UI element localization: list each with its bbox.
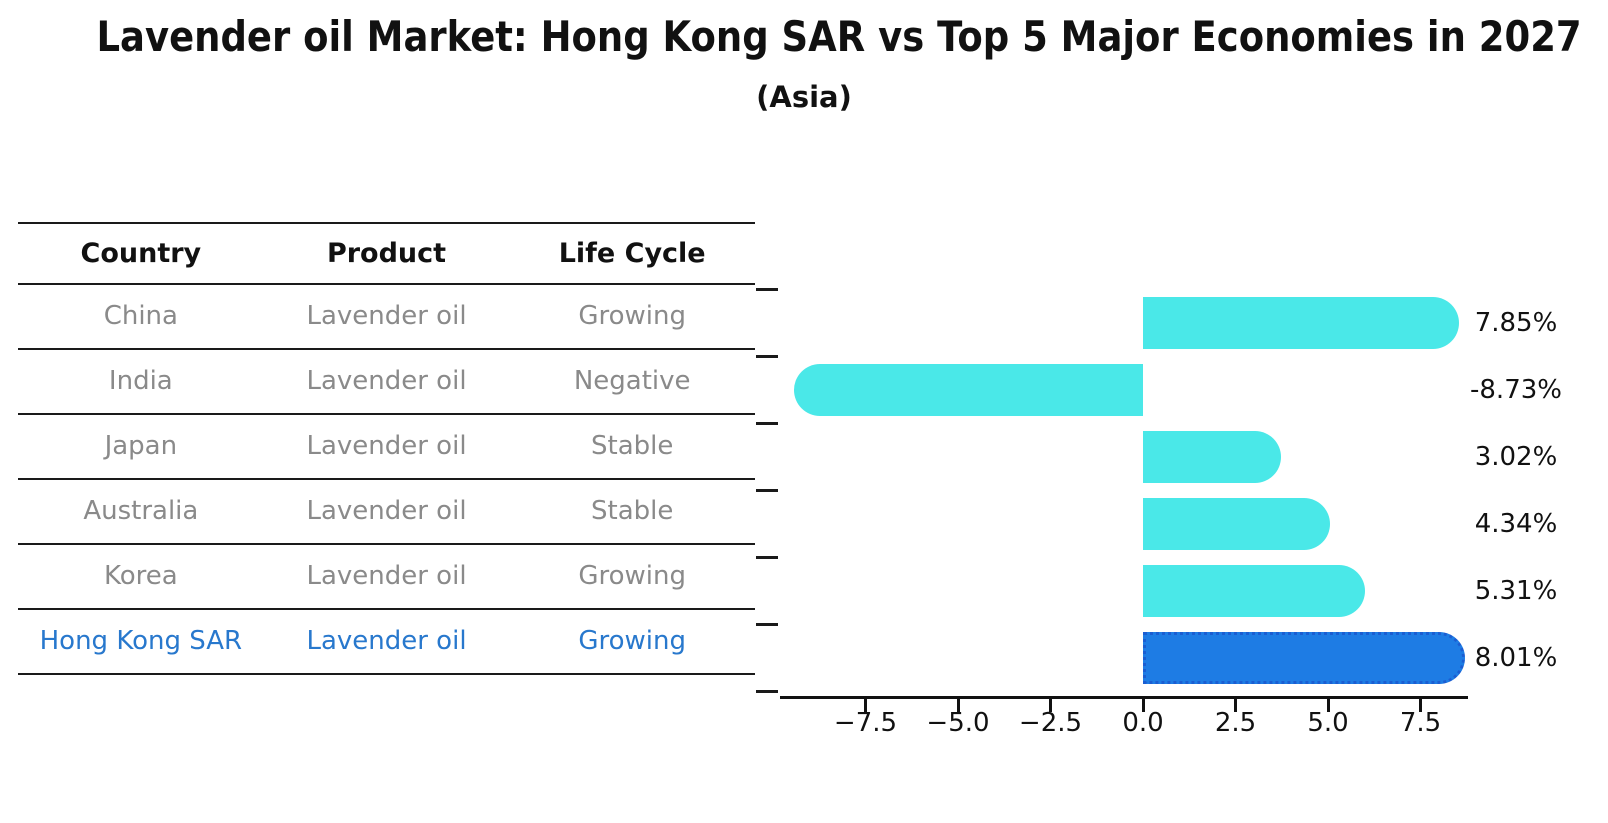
product-cell: Lavender oil (306, 561, 467, 591)
bar-value-label: 4.34% (1474, 509, 1558, 539)
y-axis-tick (756, 355, 778, 358)
product-cell: Lavender oil (306, 496, 467, 526)
product-cell: Lavender oil (306, 366, 467, 396)
life-cycle-cell: Stable (591, 431, 674, 461)
bar-india (793, 364, 1143, 416)
bar-value-label: 5.31% (1474, 576, 1558, 606)
bar-value-label: 7.85% (1474, 308, 1558, 338)
bar-korea (1143, 565, 1366, 617)
x-axis-tick (956, 699, 960, 712)
x-axis-tick (1326, 699, 1330, 712)
page-subtitle: (Asia) (756, 80, 852, 114)
bar-value-label: -8.73% (1470, 375, 1562, 405)
x-axis-tick (1049, 699, 1052, 712)
column-header-product: Product (326, 238, 447, 269)
bar-australia (1143, 498, 1330, 550)
product-cell: Lavender oil (306, 301, 467, 331)
life-cycle-cell: Growing (578, 301, 686, 331)
x-axis-tick (1234, 699, 1237, 712)
bar-china (1143, 297, 1460, 349)
x-axis-tick-label: 7.5 (1399, 708, 1442, 738)
life-cycle-cell: Stable (591, 496, 674, 526)
x-axis-tick-label: −5.0 (926, 708, 990, 738)
y-axis-tick (756, 422, 778, 425)
y-axis-tick (756, 690, 778, 693)
country-cell: Australia (83, 496, 199, 526)
page-title: Lavender oil Market: Hong Kong SAR vs To… (96, 12, 1582, 61)
y-axis-tick (756, 489, 778, 492)
product-cell: Lavender oil (306, 431, 467, 461)
life-cycle-cell: Negative (573, 366, 691, 396)
life-cycle-cell: Growing (578, 561, 686, 591)
x-axis-tick-label: 5.0 (1307, 708, 1349, 738)
country-cell: China (103, 301, 178, 331)
bar-japan (1143, 431, 1281, 483)
country-cell: Korea (103, 561, 178, 591)
country-cell: Japan (104, 431, 178, 461)
table-row: China Lavender oil Growing (18, 285, 755, 350)
x-axis-tick-label: 2.5 (1214, 708, 1257, 738)
column-header-country: Country (80, 238, 202, 269)
table-row: India Lavender oil Negative (18, 350, 755, 415)
y-axis-tick (756, 288, 778, 291)
bar-hong-kong-sar (1143, 632, 1466, 684)
table-row: Japan Lavender oil Stable (18, 415, 755, 480)
country-cell: India (108, 366, 173, 396)
x-axis-line (780, 696, 1468, 699)
y-axis-tick (756, 623, 778, 626)
x-axis-tick (1141, 699, 1145, 712)
table-row-highlighted: Hong Kong SAR Lavender oil Growing (18, 610, 755, 675)
table-header-row: Country Product Life Cycle (18, 224, 755, 285)
bar-value-label: 3.02% (1474, 442, 1558, 472)
x-axis-tick (864, 699, 867, 712)
life-cycle-cell: Growing (578, 626, 686, 656)
country-cell: Hong Kong SAR (39, 626, 243, 656)
x-axis-tick (1419, 699, 1422, 712)
table-row: Korea Lavender oil Growing (18, 545, 755, 610)
product-cell: Lavender oil (306, 626, 467, 656)
x-axis-tick-label: −7.5 (833, 708, 898, 738)
y-axis-tick (756, 556, 778, 559)
column-header-life-cycle: Life Cycle (558, 238, 706, 269)
table-row: Australia Lavender oil Stable (18, 480, 755, 545)
country-table: Country Product Life Cycle China Lavende… (18, 222, 755, 675)
x-axis-tick-label: −2.5 (1018, 708, 1083, 738)
bar-value-label: 8.01% (1474, 643, 1558, 673)
x-axis-tick-label: 0.0 (1122, 708, 1164, 738)
